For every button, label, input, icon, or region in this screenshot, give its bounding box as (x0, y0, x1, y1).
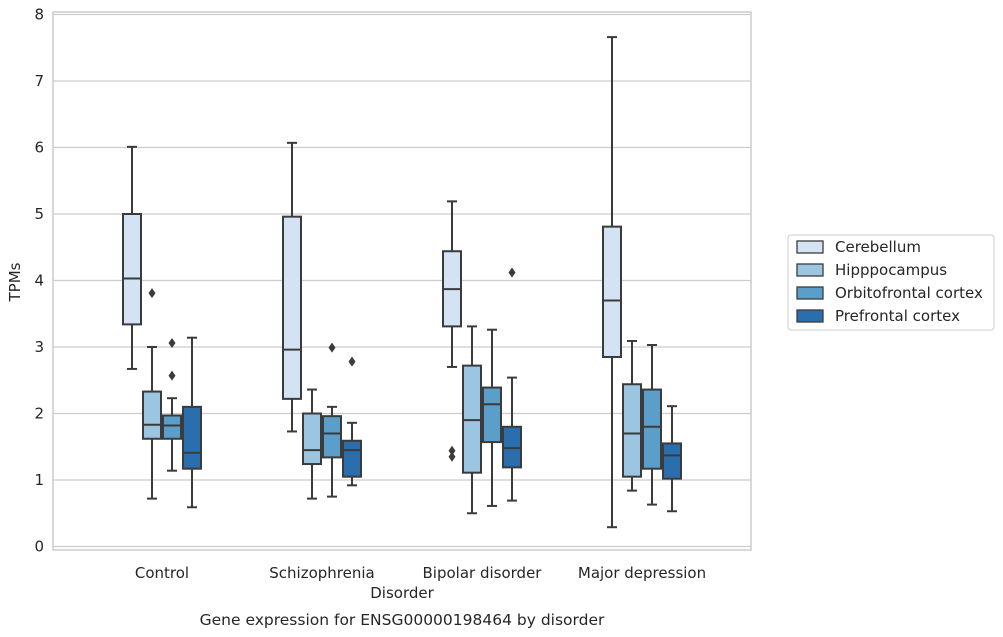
y-tick-label: 6 (34, 139, 44, 157)
box-body (642, 388, 662, 470)
box-hipppocampus (302, 388, 322, 500)
outlier-point (168, 338, 176, 349)
y-tick-label: 4 (34, 272, 44, 290)
outlier-point (148, 288, 156, 299)
y-tick-label: 2 (34, 405, 44, 423)
legend-swatch (796, 309, 824, 323)
y-tick-label: 5 (34, 205, 44, 223)
box-body (182, 405, 202, 470)
box-body (482, 386, 502, 444)
x-tick-label: Major depression (578, 564, 706, 582)
box-hipppocampus (462, 325, 482, 515)
box-body (122, 213, 142, 326)
y-tick-label: 8 (34, 6, 44, 24)
outlier-point (348, 356, 356, 367)
outlier-point (448, 445, 456, 456)
box-body (302, 412, 322, 466)
box-prefrontal-cortex (502, 267, 522, 502)
box-body (162, 414, 182, 440)
y-tick-label: 3 (34, 338, 44, 356)
box-orbitofrontal-cortex (162, 338, 182, 472)
box-prefrontal-cortex (342, 356, 362, 487)
outlier-point (508, 267, 516, 278)
legend-swatch (796, 240, 824, 254)
box-orbitofrontal-cortex (642, 344, 662, 506)
figure-caption: Gene expression for ENSG00000198464 by d… (200, 611, 605, 629)
outlier-point (448, 451, 456, 462)
grid-lines (53, 13, 751, 548)
box-hipppocampus (142, 288, 162, 500)
x-tick-labels: Control Schizophrenia Bipolar disorder Majo… (135, 564, 706, 582)
box-prefrontal-cortex (662, 405, 682, 513)
box-body (282, 215, 302, 400)
x-tick-label: Control (135, 564, 189, 582)
box-body (602, 225, 622, 358)
box-body (142, 390, 162, 440)
box-cerebellum (602, 36, 622, 529)
x-tick-label: Bipolar disorder (423, 564, 543, 582)
legend-swatch (796, 286, 824, 300)
y-tick-label: 1 (34, 471, 44, 489)
box-cerebellum (282, 141, 302, 433)
box-prefrontal-cortex (182, 336, 202, 509)
box-body (662, 442, 682, 480)
legend-swatch (796, 263, 824, 277)
box-cerebellum (122, 145, 142, 370)
legend-label: Hipppocampus (835, 261, 947, 279)
box-body (342, 439, 362, 478)
outlier-point (168, 370, 176, 381)
legend-label: Orbitofrontal cortex (835, 284, 983, 302)
box-body (322, 415, 342, 459)
legend-items: Cerebellum Hipppocampus Orbitofrontal cort… (796, 238, 983, 325)
box-cerebellum (442, 200, 462, 462)
y-tick-label: 7 (34, 72, 44, 90)
legend-label: Cerebellum (835, 238, 921, 256)
x-tick-label: Schizophrenia (269, 564, 374, 582)
y-axis-label: TPMs (6, 262, 24, 302)
legend-label: Prefrontal cortex (835, 307, 960, 325)
legend: Cerebellum Hipppocampus Orbitofrontal cort… (787, 234, 995, 331)
outlier-point (328, 342, 336, 353)
box-orbitofrontal-cortex (482, 328, 502, 507)
box-series (122, 36, 682, 529)
y-tick-labels: 0 1 2 3 4 5 6 7 8 (34, 6, 44, 556)
box-body (622, 383, 642, 478)
plot-frame (52, 11, 752, 551)
box-hipppocampus (622, 340, 642, 492)
box-orbitofrontal-cortex (322, 342, 342, 498)
legend-frame (787, 234, 995, 331)
x-axis-label: Disorder (370, 584, 434, 602)
y-tick-label: 0 (34, 538, 44, 556)
